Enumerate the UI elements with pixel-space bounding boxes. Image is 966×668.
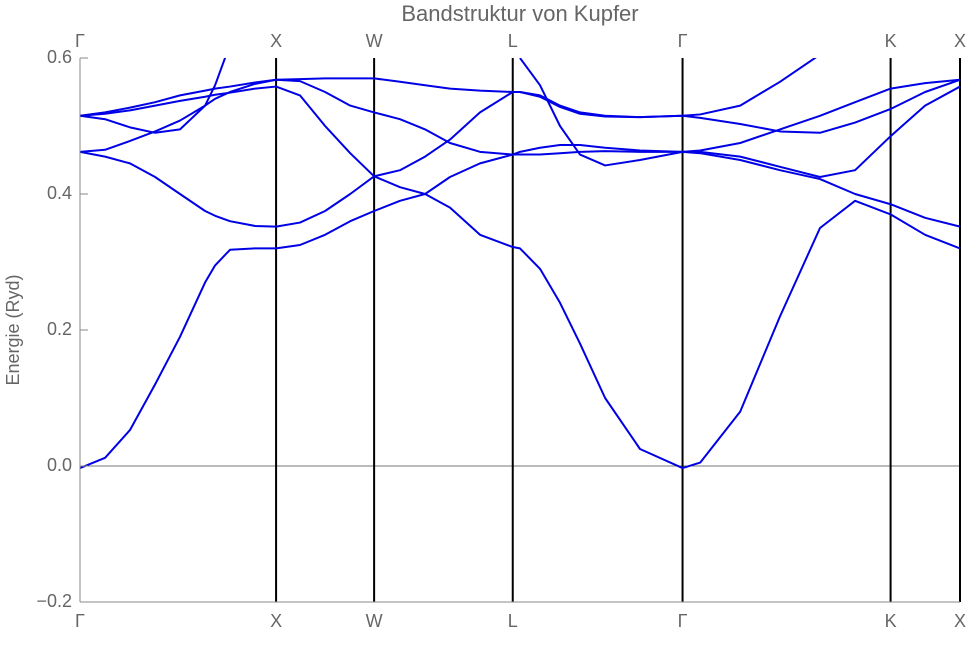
x-tick-label: X [270, 611, 282, 631]
y-tick-label: −0.2 [36, 591, 72, 611]
band-line [80, 193, 961, 470]
y-axis-label: Energie (Ryd) [3, 274, 23, 385]
y-tick-label: 0.0 [47, 455, 72, 475]
band-line [80, 58, 961, 167]
bands [80, 58, 961, 470]
chart-title: Bandstruktur von Kupfer [401, 1, 638, 26]
band-line [80, 58, 817, 153]
x-tick-label-top: Γ [75, 31, 85, 51]
grid [80, 58, 961, 602]
y-tick-label: 0.2 [47, 319, 72, 339]
band-line [80, 144, 961, 228]
x-tick-label-top: W [366, 31, 383, 51]
x-tick-label: Γ [678, 611, 688, 631]
band-line [80, 78, 961, 178]
x-tick-label: L [508, 611, 518, 631]
x-tick-label-top: X [954, 31, 966, 51]
y-tick-label: 0.4 [47, 183, 72, 203]
x-tick-label: K [885, 611, 897, 631]
x-tick-label: X [954, 611, 966, 631]
x-tick-label-top: K [885, 31, 897, 51]
x-tick-label-top: Γ [678, 31, 688, 51]
band-line [80, 78, 961, 178]
x-tick-label: W [366, 611, 383, 631]
x-tick-label: Γ [75, 611, 85, 631]
x-tick-label-top: L [508, 31, 518, 51]
x-tick-label-top: X [270, 31, 282, 51]
y-tick-label: 0.6 [47, 47, 72, 67]
